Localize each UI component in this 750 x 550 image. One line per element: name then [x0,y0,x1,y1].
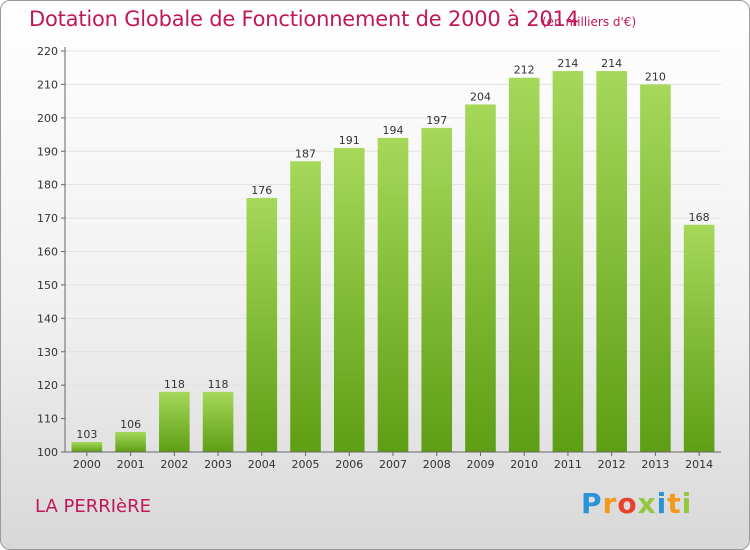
y-tick-label: 130 [37,346,58,359]
x-tick-label: 2012 [598,458,626,471]
bar [115,431,146,452]
x-tick-label: 2009 [466,458,494,471]
bar [508,77,540,452]
y-tick-label: 220 [37,45,58,58]
x-tick-label: 2010 [510,458,538,471]
bar [421,127,453,452]
y-tick-label: 120 [37,379,58,392]
bar [246,198,278,452]
logo-letter: i [681,487,693,520]
y-tick-label: 210 [37,78,58,91]
x-tick-label: 2000 [73,458,101,471]
y-tick-label: 170 [37,212,58,225]
x-tick-label: 2003 [204,458,232,471]
bar [552,71,584,453]
data-label: 197 [426,114,447,127]
y-tick-label: 110 [37,413,58,426]
x-tick-label: 2006 [335,458,363,471]
y-tick-label: 200 [37,112,58,125]
bars [71,71,715,453]
bar [333,147,365,453]
data-label: 118 [164,378,185,391]
logo-letter: t [667,487,682,520]
data-label: 212 [514,64,535,77]
chart-subtitle: (en milliers d'€) [542,15,637,29]
y-tick-label: 150 [37,279,58,292]
data-label: 168 [689,211,710,224]
y-tick-label: 190 [37,145,58,158]
x-tick-label: 2014 [685,458,713,471]
logo-letter: P [581,487,603,520]
data-label: 204 [470,90,491,103]
data-label: 103 [76,428,97,441]
chart-title: Dotation Globale de Fonctionnement de 20… [29,7,579,31]
bar [290,161,321,452]
x-tick-label: 2008 [423,458,451,471]
bar [683,224,715,452]
x-tick-label: 2013 [641,458,669,471]
x-tick-label: 2002 [160,458,188,471]
labels: 100 110 120 130 140 150 160 170 180 190 200 210 220 1… [37,45,713,471]
data-label: 214 [601,57,622,70]
logo-letter: r [602,487,618,520]
x-tick-label: 2011 [554,458,582,471]
x-tick-label: 2005 [292,458,320,471]
x-tick-label: 2007 [379,458,407,471]
y-tick-label: 180 [37,179,58,192]
data-label: 176 [251,184,272,197]
axes [61,47,721,456]
x-tick-label: 2001 [117,458,145,471]
logo-letter: i [656,487,668,520]
data-label: 106 [120,418,141,431]
proxiti-logo: Proxiti [581,487,692,520]
bar [640,84,671,453]
data-label: 191 [339,134,360,147]
logo-letter: o [617,487,638,520]
data-label: 194 [383,124,404,137]
x-tick-label: 2004 [248,458,276,471]
bar [465,104,496,452]
bar [596,71,627,453]
bar [71,441,103,452]
commune-name: LA PERRIèRE [35,496,151,517]
logo-letter: x [637,487,657,520]
y-tick-label: 140 [37,312,58,325]
data-label: 210 [645,70,666,83]
data-label: 214 [557,57,578,70]
y-tick-label: 100 [37,446,58,459]
bar [377,137,409,452]
bar [159,391,190,452]
y-tick-label: 160 [37,246,58,259]
bar [202,391,234,452]
data-label: 187 [295,147,316,160]
data-label: 118 [208,378,229,391]
